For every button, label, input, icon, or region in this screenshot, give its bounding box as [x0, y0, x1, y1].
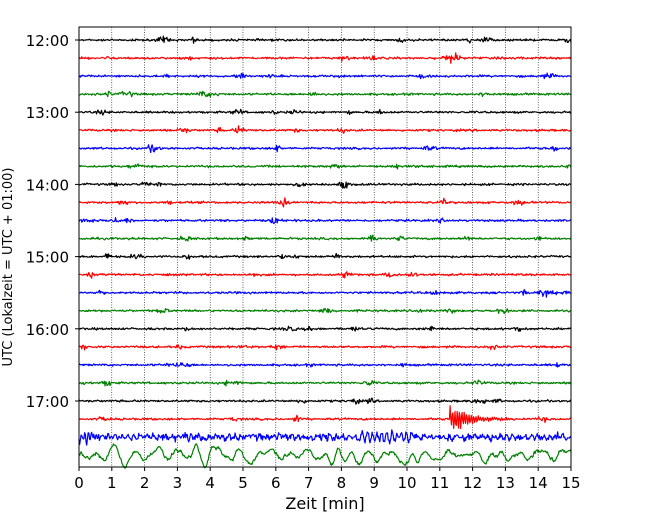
x-tick-label: 13 — [496, 474, 515, 492]
trace-line — [78, 405, 572, 430]
x-tick-label: 2 — [140, 474, 150, 492]
axis-ticks: 0 1 2 3 4 5 6 7 8 9 10 11 12 13 14 1512:0013:0014:0015:… — [26, 32, 581, 492]
trace-line — [78, 72, 572, 80]
x-tick-label: 11 — [430, 474, 449, 492]
y-tick-label: 12:00 — [26, 32, 69, 50]
trace-line — [78, 289, 572, 298]
trace-line — [78, 52, 572, 64]
y-tick-label: 17:00 — [26, 393, 69, 411]
y-axis-label: UTC (Lokalzeit = UTC + 01:00) — [1, 168, 16, 367]
trace-line — [78, 125, 572, 134]
trace-line — [78, 108, 572, 116]
x-tick-label: 3 — [173, 474, 183, 492]
plot-frame — [78, 26, 572, 468]
trace-line — [78, 163, 572, 170]
x-tick-label: 6 — [271, 474, 281, 492]
x-tick-label: 5 — [238, 474, 248, 492]
x-tick-label: 1 — [107, 474, 117, 492]
trace-line — [78, 252, 572, 260]
trace-line — [78, 325, 572, 332]
x-tick-label: 12 — [463, 474, 482, 492]
x-tick-label: 0 — [74, 474, 84, 492]
trace-line — [78, 234, 572, 242]
trace-line — [78, 344, 572, 351]
y-tick-label: 14:00 — [26, 176, 69, 194]
traces-group — [78, 35, 572, 469]
x-axis-label: Zeit [min] — [285, 494, 364, 513]
x-tick-label: 8 — [337, 474, 347, 492]
x-tick-label: 4 — [205, 474, 215, 492]
trace-line — [78, 362, 572, 368]
trace-line — [78, 443, 572, 469]
trace-line — [78, 271, 572, 279]
x-tick-label: 9 — [369, 474, 379, 492]
trace-line — [78, 217, 572, 225]
trace-line — [78, 181, 572, 189]
trace-line — [78, 35, 572, 44]
y-tick-label: 15:00 — [26, 249, 69, 267]
x-tick-label: 7 — [304, 474, 314, 492]
trace-line — [78, 144, 572, 154]
y-tick-label: 13:00 — [26, 104, 69, 122]
trace-line — [78, 90, 572, 98]
x-tick-label: 10 — [397, 474, 416, 492]
trace-line — [78, 307, 572, 315]
trace-line — [78, 197, 572, 208]
y-tick-label: 16:00 — [26, 321, 69, 339]
trace-line — [78, 429, 572, 446]
x-tick-label: 15 — [561, 474, 580, 492]
trace-line — [78, 379, 572, 387]
trace-line — [78, 397, 572, 405]
x-tick-label: 14 — [529, 474, 548, 492]
